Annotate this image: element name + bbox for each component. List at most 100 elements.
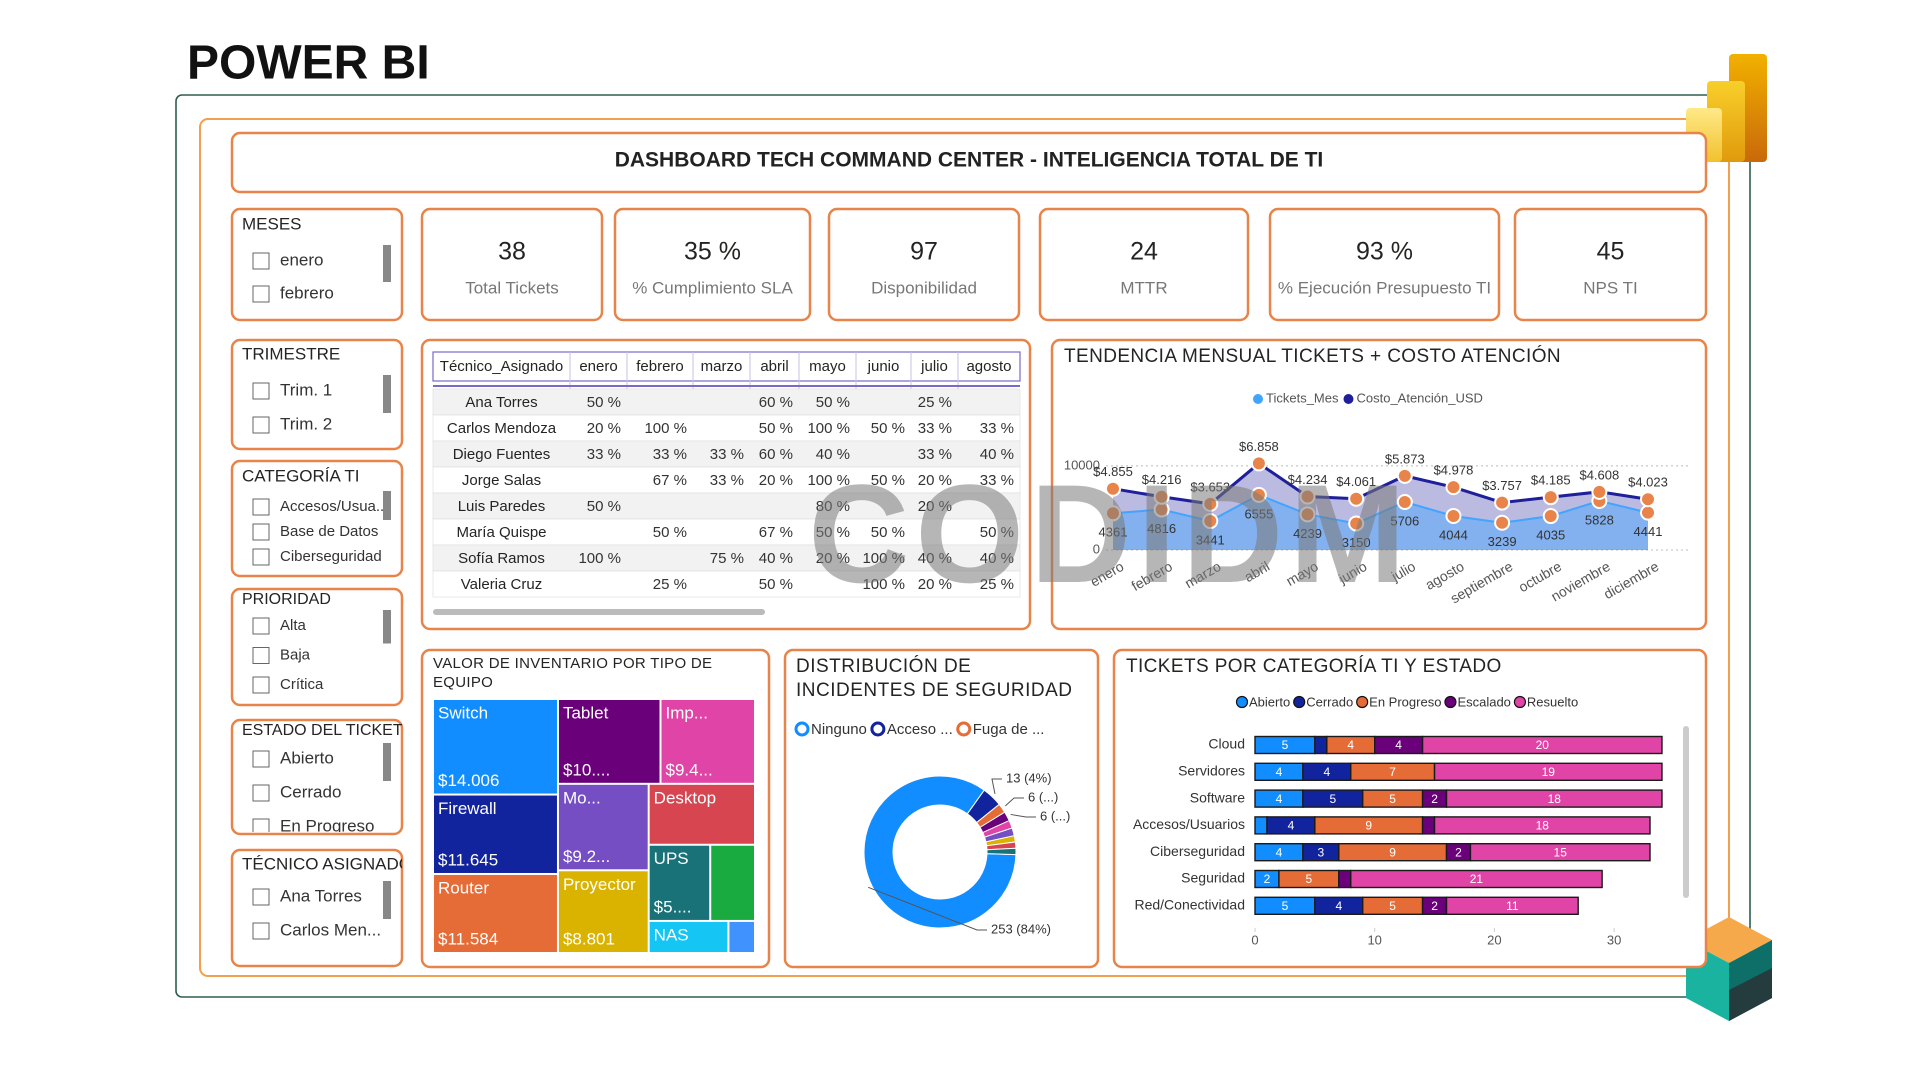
checkbox[interactable]	[252, 498, 270, 516]
table-cell: 50 %	[759, 420, 793, 437]
slicer-item: Ana Torres	[280, 886, 362, 905]
column-header: junio	[867, 358, 900, 375]
slicer-item: Accesos/Usua...	[280, 498, 388, 515]
tile-value: $11.584	[438, 929, 498, 948]
checkbox[interactable]	[252, 647, 270, 664]
checkbox[interactable]	[252, 382, 270, 400]
point	[1105, 480, 1121, 497]
y-tick-label: Ciberseguridad	[1150, 843, 1245, 859]
checkbox[interactable]	[252, 548, 270, 566]
tile	[558, 784, 648, 870]
panel	[230, 718, 404, 836]
data-label: 4361	[1099, 525, 1128, 540]
bar-segment	[1421, 816, 1436, 835]
table-cell: 33 %	[980, 420, 1014, 437]
data-label: 4	[1276, 845, 1283, 859]
table-cell: 50 %	[653, 524, 687, 541]
slice	[986, 847, 1017, 856]
column-header: abril	[760, 358, 788, 375]
scrollbar	[383, 743, 391, 781]
data-label: 5	[1306, 872, 1313, 886]
y-tick-label: Servidores	[1178, 763, 1245, 779]
data-label: 3150	[1342, 535, 1371, 550]
point	[1445, 479, 1462, 496]
column-header: mayo	[809, 358, 846, 375]
row-label: Carlos Mendoza	[447, 420, 557, 437]
treemap-title: VALOR DE INVENTARIO POR TIPO DE EQUIPO	[433, 655, 713, 691]
checkbox[interactable]	[252, 523, 270, 541]
checkbox[interactable]	[252, 676, 270, 694]
checkbox[interactable]	[252, 252, 270, 270]
bar-segment	[1433, 816, 1651, 835]
data-label: 4	[1335, 899, 1342, 913]
table-cell: 40 %	[759, 550, 793, 567]
checkbox[interactable]	[252, 416, 270, 434]
column-header: julio	[920, 358, 948, 375]
kpi-label: Total Tickets	[465, 278, 559, 297]
table-cell: 40 %	[980, 446, 1014, 463]
slicer-title: CATEGORÍA TI	[242, 466, 359, 485]
checkbox[interactable]	[252, 818, 270, 835]
point	[1250, 455, 1267, 472]
slicer-title: PRIORIDAD	[242, 591, 331, 608]
checkbox[interactable]	[252, 285, 270, 303]
point	[1542, 508, 1559, 525]
data-label: $3.653	[1190, 479, 1230, 494]
table-cell: 40 %	[918, 550, 952, 567]
data-label: $6.858	[1239, 439, 1279, 454]
checkbox[interactable]	[252, 888, 270, 906]
checkbox[interactable]	[252, 617, 270, 635]
data-label: $3.757	[1482, 478, 1522, 493]
slicer: TRIMESTRE Trim. 1 Trim. 2	[242, 344, 391, 434]
table-cell: 50 %	[980, 524, 1014, 541]
table-cell: 80 %	[816, 498, 850, 515]
data-label: 6 (...)	[1040, 808, 1070, 823]
h-scrollbar	[433, 609, 765, 615]
kpi-label: NPS TI	[1583, 278, 1637, 297]
table-cell: 60 %	[759, 446, 793, 463]
legend-marker	[870, 721, 886, 737]
table-cell: 100 %	[862, 550, 905, 567]
checkbox[interactable]	[252, 784, 270, 802]
data-label: 3	[1317, 845, 1324, 859]
data-label: 18	[1548, 792, 1562, 806]
row-label: Ana Torres	[465, 394, 537, 411]
leader-line	[1010, 813, 1036, 818]
slicer-item: enero	[280, 250, 323, 269]
row-label: Sofía Ramos	[458, 550, 545, 567]
panel	[1038, 207, 1250, 322]
leader-line	[868, 886, 987, 931]
scrollbar	[383, 610, 391, 644]
data-label: 4816	[1147, 521, 1176, 536]
table-cell: 20 %	[587, 420, 621, 437]
slicer: MESES enero febrero	[242, 214, 391, 303]
data-label: 2	[1431, 899, 1438, 913]
table-cell: 50 %	[871, 472, 905, 489]
checkbox[interactable]	[252, 922, 270, 940]
data-label: 5	[1282, 899, 1289, 913]
slicer-item: Baja	[280, 646, 311, 663]
table-cell: 50 %	[587, 498, 621, 515]
slicer-item: Trim. 2	[280, 414, 332, 433]
data-label: 5	[1329, 792, 1336, 806]
point	[1299, 488, 1316, 505]
data-label: 4	[1288, 819, 1295, 833]
data-label: 2	[1431, 792, 1438, 806]
cube-face	[1729, 968, 1772, 1021]
bar-segment	[1433, 762, 1663, 781]
data-label: 4044	[1439, 527, 1468, 542]
legend-marker	[1356, 695, 1369, 709]
legend-label: Fuga de ...	[973, 721, 1045, 738]
panel	[1268, 207, 1501, 322]
point	[1202, 513, 1219, 530]
kpi-label: MTTR	[1120, 278, 1167, 297]
tile-label: Proyector	[563, 875, 636, 894]
table-cell: 67 %	[759, 524, 793, 541]
donut-title: DISTRIBUCIÓN DE INCIDENTES DE SEGURIDAD	[796, 656, 1073, 701]
point	[1396, 493, 1413, 510]
checkbox[interactable]	[252, 750, 270, 768]
table-cell: 20 %	[918, 576, 952, 593]
title-box	[230, 131, 1708, 194]
legend-marker	[1253, 394, 1263, 404]
row-label: Valeria Cruz	[461, 576, 542, 593]
